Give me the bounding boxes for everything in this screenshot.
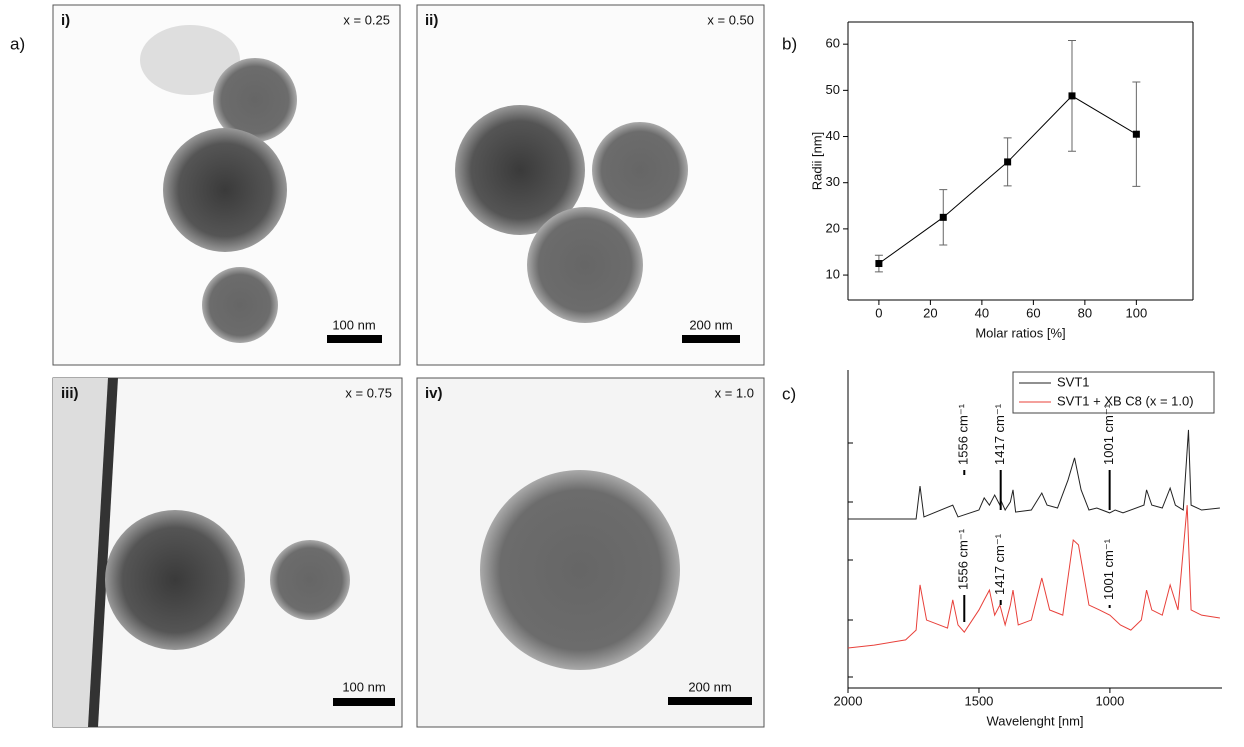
annotation: 1001 cm⁻¹: [1101, 403, 1116, 465]
x-tick-label: 1500: [964, 693, 993, 708]
scale-bar-label: 100 nm: [342, 679, 385, 694]
panel-label: c): [782, 384, 796, 403]
tem-panel: [416, 4, 765, 366]
y-tick-label: 60: [826, 36, 840, 51]
annotation: 1556 cm⁻¹: [956, 528, 971, 590]
legend-label: SVT1: [1057, 374, 1090, 389]
composition: x = 1.0: [715, 385, 754, 400]
spectra-y-ticks: [848, 442, 853, 678]
panel-sublabel: ii): [425, 12, 438, 29]
x-axis-label: Molar ratios [%]: [975, 325, 1065, 340]
annotation: 1417 cm⁻¹: [992, 533, 1007, 595]
x-tick-label: 1000: [1095, 693, 1124, 708]
tem-panel: [416, 377, 765, 728]
y-tick-label: 20: [826, 220, 840, 235]
point: [1068, 92, 1076, 100]
legend-box: [1012, 371, 1215, 414]
scale-bar-label: 200 nm: [689, 317, 732, 332]
series-line: [847, 505, 1220, 649]
composition: x = 0.75: [345, 385, 392, 400]
x-tick-label: 80: [1078, 305, 1092, 320]
x-tick-label: 0: [875, 305, 882, 320]
y-tick-label: 30: [826, 174, 840, 189]
scale-bar-label: 200 nm: [688, 679, 731, 694]
y-tick-label: 40: [826, 128, 840, 143]
x-axis-label: Wavelenght [nm]: [986, 713, 1083, 728]
annotation: 1001 cm⁻¹: [1101, 538, 1116, 600]
x-tick-label: 20: [923, 305, 937, 320]
point: [875, 260, 883, 268]
y-tick-label: 50: [826, 82, 840, 97]
panel-sublabel: i): [61, 12, 70, 29]
point: [1004, 158, 1012, 166]
annotation: 1417 cm⁻¹: [992, 403, 1007, 465]
y-tick-label: 10: [826, 267, 840, 282]
composition: x = 0.25: [343, 12, 390, 27]
x-tick-label: 60: [1026, 305, 1040, 320]
x-tick-label: 40: [975, 305, 989, 320]
x-tick-label: 2000: [834, 693, 863, 708]
point: [1132, 130, 1140, 138]
panel-label: a): [10, 34, 25, 53]
panel-sublabel: iv): [425, 385, 443, 402]
panel-label: b): [782, 34, 797, 53]
y-axis-label: Radii [nm]: [809, 132, 824, 191]
scale-bar-label: 100 nm: [332, 317, 375, 332]
tem-panel: [52, 377, 403, 728]
tem-panel: [52, 4, 401, 366]
panel-sublabel: iii): [61, 385, 79, 402]
legend-label: SVT1 + XB C8 (x = 1.0): [1057, 393, 1194, 408]
annotation: 1556 cm⁻¹: [956, 403, 971, 465]
series-line: [848, 429, 1220, 520]
composition: x = 0.50: [707, 12, 754, 27]
point: [939, 213, 947, 221]
x-tick-label: 100: [1126, 305, 1148, 320]
